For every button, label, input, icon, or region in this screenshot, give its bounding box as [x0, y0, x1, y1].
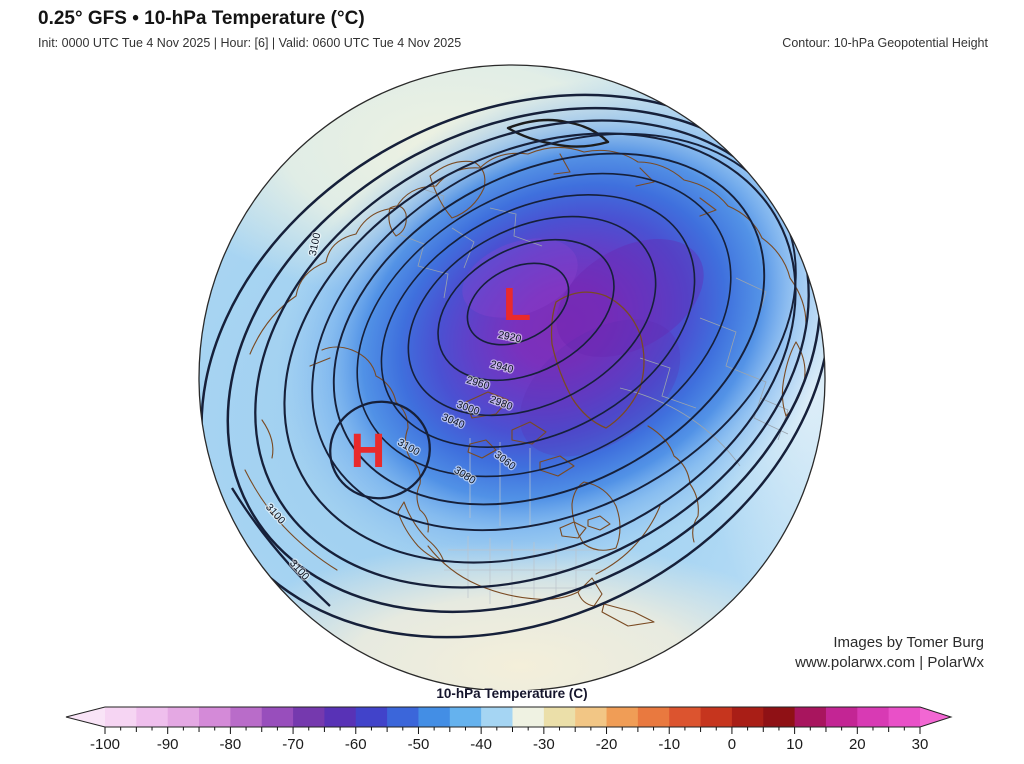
- na-east-coast: [595, 505, 661, 575]
- cuba: [601, 603, 655, 627]
- colorbar-segment: [888, 707, 921, 727]
- colorbar-tick-label: -90: [157, 736, 179, 753]
- colorbar-tick-label: -40: [470, 736, 492, 753]
- colorbar-tick-label: 10: [786, 736, 803, 753]
- attribution-author: Images by Tomer Burg: [833, 634, 984, 651]
- colorbar-segment: [575, 707, 608, 727]
- colorbar-segment: [857, 707, 890, 727]
- colorbar-segment: [387, 707, 420, 727]
- colorbar-tick-label: -50: [408, 736, 430, 753]
- colorbar-tick-label: -10: [658, 736, 680, 753]
- colorbar-tick-label: -80: [220, 736, 242, 753]
- colorbar-segment: [449, 707, 482, 727]
- colorbar-label: 10-hPa Temperature (C): [436, 686, 588, 701]
- colorbar-svg: -100 -90 -80 -70 -60 -50 -40 -30 -20 -10 0 10 20 30: [65, 706, 953, 753]
- na-west-coast: [351, 349, 429, 533]
- colorbar-segment: [794, 707, 827, 727]
- attribution: Images by Tomer Burg www.polarwx.com | P…: [795, 634, 984, 671]
- colorbar-segment: [230, 707, 263, 727]
- colorbar: 10-hPa Temperature (C) -100 -90 -80 -70 -60-…: [0, 686, 1024, 764]
- colorbar-segment: [825, 707, 858, 727]
- run-info: Init: 0000 UTC Tue 4 Nov 2025 | Hour: [6…: [38, 36, 462, 50]
- colorbar-segment: [293, 707, 326, 727]
- korea-peninsula: [781, 341, 806, 417]
- page-title: 0.25° GFS • 10-hPa Temperature (°C): [38, 8, 365, 29]
- hudson-bay: [571, 481, 621, 551]
- high-closed-contour: [329, 400, 431, 500]
- colorbar-segment: [700, 707, 733, 727]
- kamchatka: [261, 419, 274, 459]
- warm-bottom-shading: [210, 541, 825, 691]
- colorbar-segment: [324, 707, 357, 727]
- colorbar-segment: [637, 707, 670, 727]
- colorbar-tick-label: 20: [849, 736, 866, 753]
- florida: [577, 577, 603, 607]
- colorbar-segment: [261, 707, 294, 727]
- high-marker: H: [351, 425, 386, 478]
- colorbar-segment: [669, 707, 702, 727]
- colorbar-segment: [136, 707, 169, 727]
- colorbar-segment: [355, 707, 388, 727]
- arctic-islands: [465, 391, 575, 477]
- great-lakes: [559, 515, 611, 539]
- colorbar-segment: [731, 707, 764, 727]
- limb-contour-3100: [231, 487, 331, 607]
- colorbar-tick-label: 30: [912, 736, 929, 753]
- colorbar-tick-label: -30: [533, 736, 555, 753]
- scandinavia-coast: [429, 160, 486, 219]
- colorbar-segment: [606, 707, 639, 727]
- colorbar-tick-label: -20: [596, 736, 618, 753]
- globe-svg: 2920 2940 2960 2980 3000 3040 3060 3080 …: [198, 64, 826, 692]
- colorbar-segment: [543, 707, 576, 727]
- colorbar-segment: [512, 707, 545, 727]
- colorbar-segment: [167, 707, 200, 727]
- map-area: 2920 2940 2960 2980 3000 3040 3060 3080 …: [0, 58, 1024, 692]
- country-borders: [397, 187, 789, 467]
- attribution-site: www.polarwx.com | PolarWx: [795, 654, 984, 671]
- colorbar-tick-label: 0: [728, 736, 736, 753]
- greenland-coast: [550, 291, 645, 429]
- colorbar-arrow-right: [920, 707, 951, 727]
- colorbar-segment: [105, 707, 137, 727]
- colorbar-segment: [418, 707, 451, 727]
- colorbar-segment: [481, 707, 514, 727]
- low-marker: L: [503, 278, 531, 330]
- mexico-gulf-coast: [427, 545, 579, 600]
- colorbar-segment: [763, 707, 796, 727]
- colorbar-segment: [199, 707, 231, 727]
- colorbar-tick-label: -100: [90, 736, 120, 753]
- japan-arc: [244, 469, 338, 571]
- state-borders: [444, 438, 606, 606]
- colorbar-tick-label: -60: [345, 736, 367, 753]
- colorbar-arrow-left: [66, 707, 105, 727]
- colorbar-tick-label: -70: [282, 736, 304, 753]
- contour-note: Contour: 10-hPa Geopotential Height: [782, 36, 988, 50]
